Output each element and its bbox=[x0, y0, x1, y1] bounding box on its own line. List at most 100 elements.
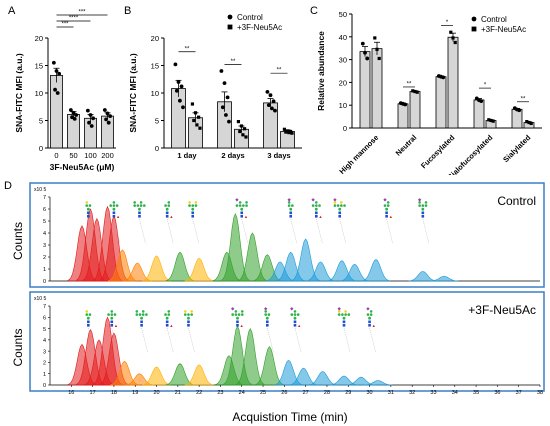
glycan-green-circle bbox=[138, 207, 141, 211]
glycan-circle bbox=[424, 201, 428, 204]
glycan-blue-square bbox=[138, 215, 141, 218]
data-point bbox=[271, 99, 276, 104]
glycan-green-circle bbox=[234, 313, 238, 316]
glycan-purple-diamond bbox=[417, 198, 422, 202]
glycan-circle bbox=[344, 310, 347, 313]
data-point bbox=[57, 71, 62, 76]
data-point bbox=[181, 105, 185, 110]
y-tick-label: 5 bbox=[43, 327, 46, 333]
glycan-green-circle bbox=[141, 313, 145, 316]
data-point bbox=[415, 90, 419, 94]
glycan-circle bbox=[188, 201, 191, 204]
data-point bbox=[105, 111, 110, 116]
glycan-leader-line bbox=[141, 327, 148, 353]
chromatogram-frame bbox=[29, 291, 545, 392]
glycan-red-triangle bbox=[372, 324, 375, 327]
y-tick-label: 1 bbox=[43, 267, 46, 273]
data-point bbox=[403, 102, 408, 107]
data-point bbox=[193, 111, 198, 115]
glycan-leader-line bbox=[88, 327, 95, 353]
glycan-blue-square bbox=[315, 215, 318, 218]
glycan-green-circle bbox=[139, 204, 143, 207]
legend-marker bbox=[471, 26, 477, 32]
glycan-blue-square bbox=[187, 324, 190, 327]
glycan-red-triangle bbox=[244, 215, 248, 218]
glycan-circle bbox=[386, 201, 390, 204]
data-point bbox=[273, 108, 277, 113]
glycan-green-circle bbox=[167, 204, 171, 207]
significance-label: ** bbox=[231, 59, 236, 65]
significance-label: **** bbox=[69, 16, 79, 22]
glycan-blue-square bbox=[289, 211, 293, 215]
data-point bbox=[413, 89, 417, 94]
y-tick-label: 10 bbox=[151, 89, 159, 98]
glycan-green-circle bbox=[133, 204, 136, 207]
glycan-red-triangle bbox=[389, 215, 393, 218]
glycan-annotations bbox=[85, 198, 430, 244]
y-tick-label: 5 bbox=[39, 117, 43, 126]
panel-c-bar-chart: C 0 10 20 30 40 50 Relative abundance High manno… bbox=[310, 5, 542, 175]
y-axis-label: Counts bbox=[11, 328, 25, 366]
glycan-circle bbox=[167, 310, 171, 313]
glycan-leader-line bbox=[192, 218, 199, 244]
x-tick-label: 1 day bbox=[177, 151, 197, 160]
glycan-blue-square bbox=[87, 215, 90, 218]
glycan-structure-icon bbox=[164, 201, 173, 218]
glycan-blue-square bbox=[187, 320, 190, 324]
glycan-blue-square bbox=[165, 324, 169, 327]
glycan-annotations bbox=[85, 307, 376, 353]
glycan-green-circle bbox=[421, 204, 425, 207]
x-axis-label: Acquistion Time (min) bbox=[232, 410, 347, 424]
glycan-circle bbox=[333, 201, 337, 204]
glycan-structure-icon bbox=[287, 198, 294, 218]
x-tick-label: 18 bbox=[111, 390, 117, 396]
glycan-circle bbox=[264, 310, 268, 313]
glycan-purple-diamond bbox=[287, 198, 291, 202]
y-tick-label: 0 bbox=[43, 279, 46, 285]
y-axis-label: Relative abundance bbox=[316, 31, 326, 111]
y-axis-label: SNA-FITC MFI (a.u.) bbox=[14, 53, 24, 132]
glycan-circle bbox=[194, 201, 198, 204]
glycan-green-circle bbox=[421, 207, 425, 211]
glycan-blue-square bbox=[338, 211, 342, 215]
x-tick-label: 25 bbox=[260, 390, 266, 396]
glycan-blue-square bbox=[165, 215, 169, 218]
data-point bbox=[227, 119, 231, 124]
subplot-title: +3F-Neu5Ac bbox=[468, 303, 536, 317]
panel-label: C bbox=[310, 5, 318, 17]
glycan-green-circle bbox=[315, 204, 318, 207]
x-tick-label: 37 bbox=[516, 390, 522, 396]
x-tick-label: 29 bbox=[345, 390, 351, 396]
x-tick-label: 16 bbox=[68, 390, 74, 396]
glycan-blue-square bbox=[191, 211, 195, 215]
glycan-green-circle bbox=[290, 313, 294, 316]
data-point bbox=[102, 108, 107, 112]
data-point bbox=[53, 87, 57, 92]
y-tick-label: 7 bbox=[43, 195, 46, 201]
glycan-purple-diamond bbox=[337, 307, 341, 311]
bar bbox=[473, 99, 485, 129]
glycan-leader-line bbox=[188, 327, 195, 353]
data-point bbox=[54, 69, 59, 73]
glycan-green-circle bbox=[386, 204, 390, 207]
x-tick-label: Sialylated bbox=[501, 133, 532, 164]
data-point bbox=[174, 88, 179, 93]
data-point bbox=[360, 41, 365, 46]
y-tick-label: 3 bbox=[43, 349, 46, 355]
glycan-blue-square bbox=[293, 324, 297, 327]
glycan-green-circle bbox=[238, 204, 242, 207]
glycan-structure-icon bbox=[109, 201, 120, 218]
glycan-green-circle bbox=[183, 313, 187, 316]
glycan-blue-square bbox=[191, 215, 195, 218]
glycan-green-circle bbox=[86, 316, 90, 320]
data-point bbox=[479, 99, 484, 103]
legend-marker bbox=[227, 14, 233, 20]
glycan-circle bbox=[245, 201, 248, 204]
glycan-green-circle bbox=[135, 313, 139, 316]
glycan-green-circle bbox=[88, 313, 92, 316]
glycan-green-circle bbox=[311, 204, 315, 207]
x-tick-label: 17 bbox=[90, 390, 96, 396]
glycan-green-circle bbox=[333, 204, 337, 207]
glycan-circle bbox=[110, 310, 114, 313]
glycan-structure-icon bbox=[135, 310, 148, 327]
